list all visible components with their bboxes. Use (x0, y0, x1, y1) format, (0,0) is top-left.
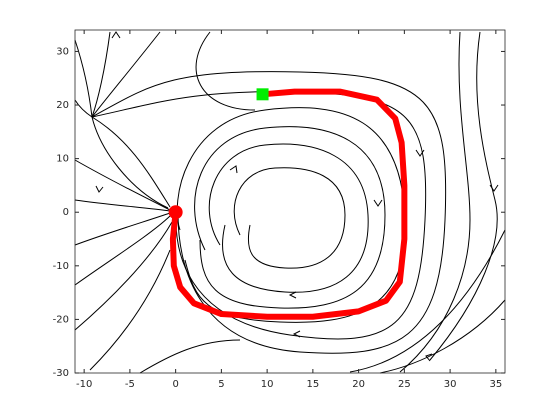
y-tick-label: 20 (56, 100, 69, 111)
arrowheads (95, 31, 499, 362)
x-tick-label: 15 (307, 379, 320, 390)
x-tick-label: 25 (398, 379, 411, 390)
x-tick-label: 5 (218, 379, 224, 390)
x-tick-label: -10 (76, 379, 92, 390)
y-tick-label: -10 (53, 261, 69, 272)
y-tick-label: 0 (63, 207, 69, 218)
x-tick-label: 20 (352, 379, 365, 390)
x-tick-label: 30 (444, 379, 457, 390)
y-tick-label: -20 (53, 314, 69, 325)
plot-box (74, 29, 506, 374)
start-marker (168, 205, 183, 220)
y-tick-label: 30 (56, 46, 69, 57)
path-line (169, 88, 408, 320)
y-tick-label: 10 (56, 154, 69, 165)
y-tick-label: -30 (53, 368, 69, 379)
x-tick-label: -5 (125, 379, 135, 390)
x-tick-label: 10 (261, 379, 274, 390)
x-tick-label: 35 (489, 379, 502, 390)
streamlines (74, 31, 506, 374)
x-tick-label: 0 (172, 379, 178, 390)
end-marker (256, 88, 269, 101)
